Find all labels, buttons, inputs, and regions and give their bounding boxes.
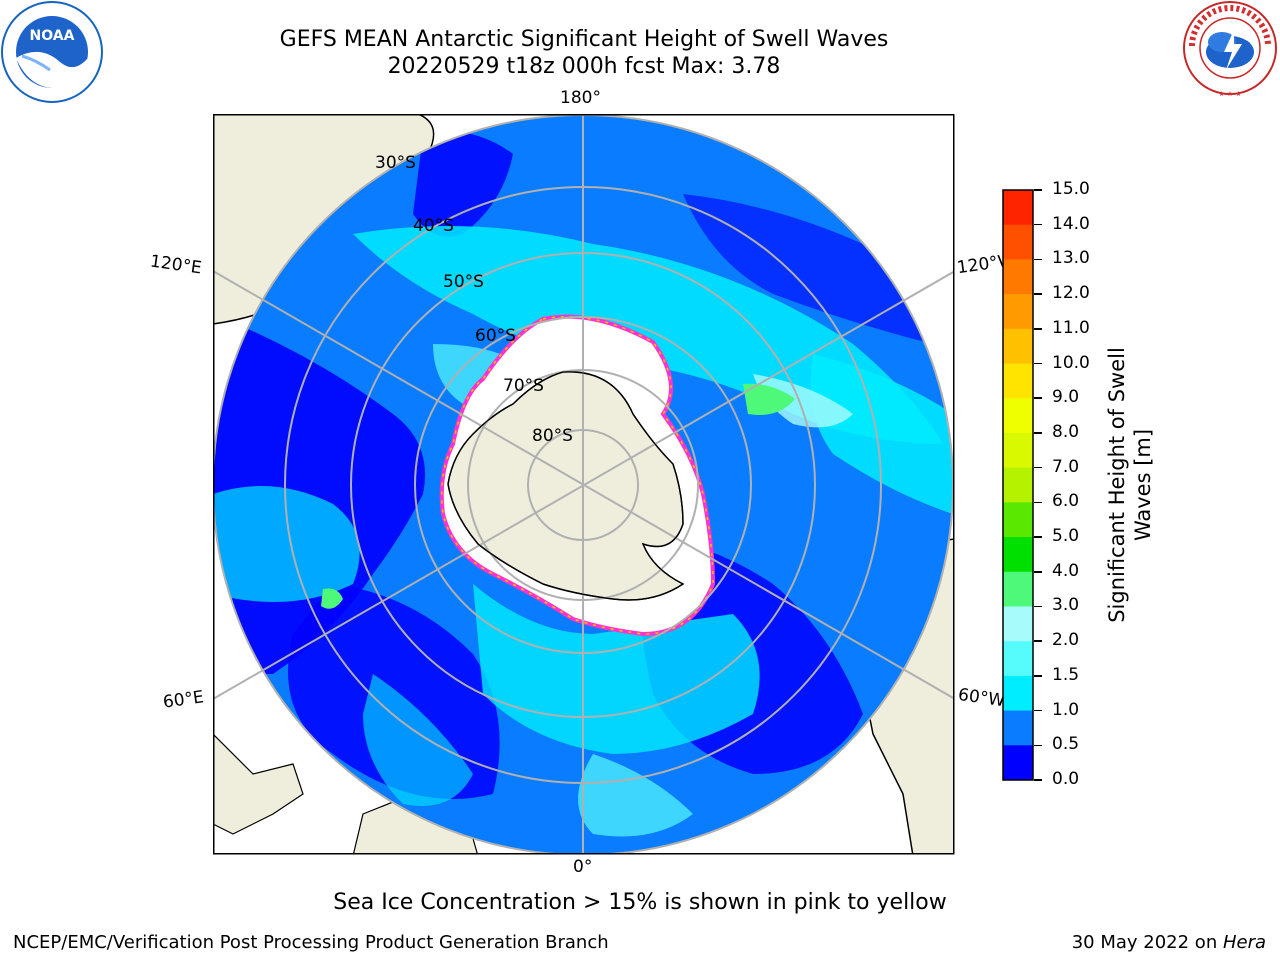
colorbar-tick-mark (1034, 223, 1042, 226)
map-subtitle: 20220529 t18z 000h fcst Max: 3.78 (387, 54, 781, 79)
colorbar-tick-label: 1.5 (1052, 664, 1080, 685)
lat-label-70s: 70°S (503, 376, 544, 396)
footer-date: 30 May 2022 on Hera (1071, 932, 1266, 953)
colorbar-tick-mark (1034, 675, 1042, 677)
colorbar-segment (1003, 675, 1033, 712)
colorbar (1002, 189, 1034, 781)
footer-credit: NCEP/EMC/Verification Post Processing Pr… (13, 932, 609, 953)
colorbar-tick-mark (1034, 293, 1042, 295)
colorbar-tick-label: 7.0 (1052, 456, 1080, 477)
colorbar-segment (1003, 641, 1033, 677)
lat-label-30s: 30°S (375, 153, 416, 173)
polar-map: 30°S 40°S 50°S 60°S 70°S 80°S (213, 114, 955, 855)
colorbar-tick-mark (1034, 362, 1042, 365)
colorbar-segment (1003, 398, 1033, 434)
colorbar-tick-mark (1034, 605, 1042, 608)
colorbar-segment (1003, 328, 1033, 365)
map-title: GEFS MEAN Antarctic Significant Height o… (279, 27, 889, 52)
colorbar-tick-label: 4.0 (1052, 560, 1080, 581)
colorbar-tick-mark (1034, 397, 1042, 399)
colorbar-tick-label: 10.0 (1052, 352, 1090, 373)
colorbar-segment (1003, 190, 1033, 226)
svg-text:★ ★ ★: ★ ★ ★ (1218, 90, 1241, 98)
colorbar-tick-label: 9.0 (1052, 387, 1080, 408)
lon-label-180: 180° (560, 88, 601, 108)
land-africa (213, 733, 304, 835)
lat-label-80s: 80°S (532, 426, 573, 446)
colorbar-tick-label: 12.0 (1052, 283, 1090, 304)
colorbar-tick-label: 11.0 (1052, 317, 1090, 338)
colorbar-tick-label: 0.0 (1052, 769, 1080, 789)
colorbar-tick-mark (1034, 466, 1042, 469)
colorbar-tick-mark (1034, 571, 1042, 573)
colorbar-tick-mark (1034, 709, 1042, 712)
colorbar-tick-label: 15.0 (1052, 179, 1090, 199)
colorbar-tick-mark (1034, 536, 1042, 538)
colorbar-tick-mark (1034, 189, 1042, 191)
colorbar-tick-label: 8.0 (1052, 421, 1080, 442)
colorbar-tick-label: 5.0 (1052, 526, 1080, 547)
lon-label-60e: 60°E (161, 687, 206, 713)
colorbar-tick-mark (1034, 779, 1042, 781)
colorbar-tick-label: 1.0 (1052, 699, 1080, 720)
colorbar-segment (1003, 502, 1033, 538)
colorbar-segment (1003, 432, 1033, 469)
noaa-logo-icon: NOAA (1, 1, 103, 103)
colorbar-segment (1003, 710, 1033, 746)
colorbar-segment (1003, 363, 1033, 399)
map-frame (213, 114, 955, 855)
colorbar-tick-mark (1034, 328, 1042, 330)
colorbar-segment (1003, 571, 1033, 607)
colorbar-tick-label: 13.0 (1052, 248, 1090, 269)
noaa-logo-text: NOAA (30, 28, 75, 44)
nws-logo-icon: ★ ★ ★ (1183, 1, 1277, 98)
colorbar-segment (1003, 606, 1033, 642)
lat-label-50s: 50°S (443, 272, 484, 292)
colorbar-tick-label: 0.5 (1052, 734, 1080, 755)
colorbar-tick-label: 2.0 (1052, 630, 1080, 651)
colorbar-segment (1003, 467, 1033, 503)
colorbar-tick-label: 6.0 (1052, 491, 1080, 512)
colorbar-tick-label: 3.0 (1052, 595, 1080, 616)
lon-label-120w: 120°W (955, 251, 1007, 279)
colorbar-segment (1003, 537, 1033, 573)
lon-label-60w: 60°W (956, 684, 1006, 712)
lat-label-60s: 60°S (475, 326, 516, 346)
swell-band-3p0-4p0 (743, 383, 795, 415)
colorbar-tick-mark (1034, 501, 1042, 504)
colorbar-frame (1002, 189, 1034, 781)
colorbar-tick-mark (1034, 744, 1042, 747)
colorbar-segment (1003, 294, 1033, 330)
colorbar-segment (1003, 224, 1033, 260)
lon-label-120e: 120°E (148, 251, 203, 279)
colorbar-tick-mark (1034, 432, 1042, 434)
colorbar-tick-mark (1034, 258, 1042, 261)
sea-ice-note: Sea Ice Concentration > 15% is shown in … (333, 890, 947, 915)
lat-label-40s: 40°S (413, 216, 454, 236)
colorbar-segment (1003, 259, 1033, 295)
colorbar-tick-mark (1034, 640, 1042, 642)
lon-label-0: 0° (573, 857, 593, 877)
colorbar-segment (1003, 745, 1033, 781)
colorbar-tick-label: 14.0 (1052, 213, 1090, 234)
